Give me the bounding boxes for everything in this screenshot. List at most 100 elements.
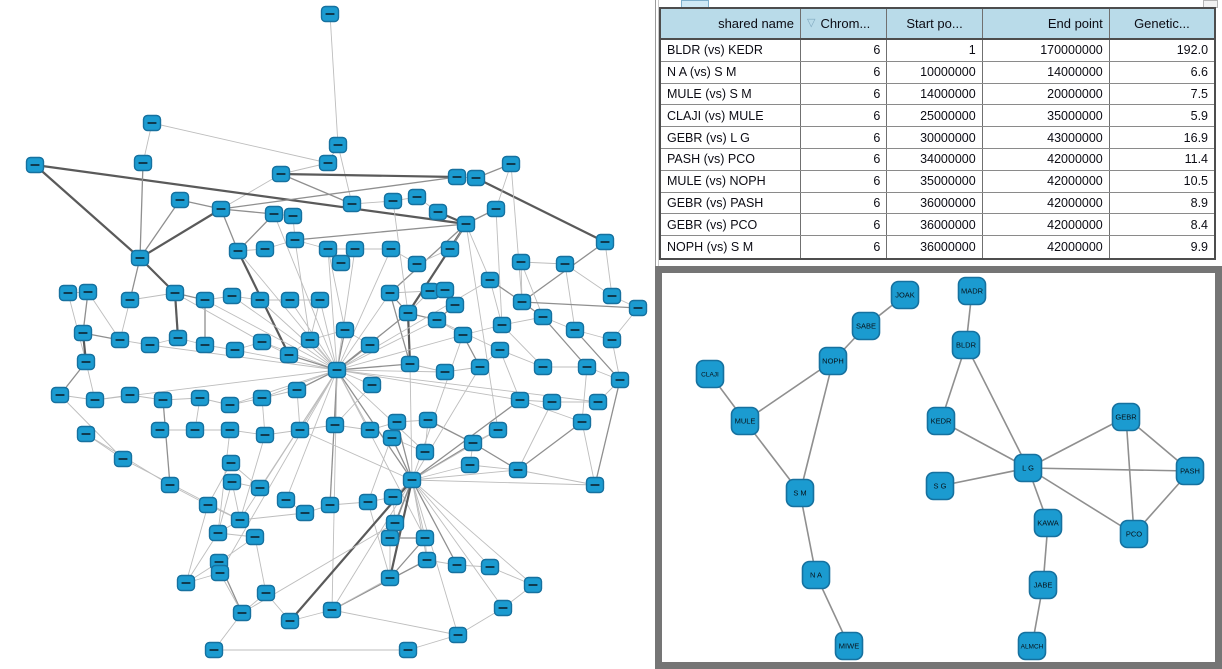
graph-node[interactable] [360, 421, 380, 439]
graph-node[interactable] [276, 491, 296, 509]
graph-node[interactable] [453, 326, 473, 344]
graph-node-claji[interactable]: CLAJI [695, 359, 725, 389]
graph-node[interactable] [493, 599, 513, 617]
graph-node[interactable] [195, 291, 215, 309]
graph-node[interactable] [542, 393, 562, 411]
graph-node-almch[interactable]: ALMCH [1017, 631, 1047, 661]
graph-node[interactable] [271, 165, 291, 183]
graph-node[interactable] [280, 612, 300, 630]
graph-node[interactable] [512, 293, 532, 311]
graph-node[interactable] [602, 287, 622, 305]
graph-node[interactable] [463, 434, 483, 452]
graph-node[interactable] [435, 281, 455, 299]
table-row[interactable]: GEBR (vs) PASH 6 36000000 42000000 8.9 [661, 192, 1214, 215]
graph-node[interactable] [221, 454, 241, 472]
graph-node[interactable] [220, 396, 240, 414]
graph-node[interactable] [153, 391, 173, 409]
graph-node[interactable] [488, 421, 508, 439]
graph-node[interactable] [328, 136, 348, 154]
graph-node[interactable] [470, 358, 490, 376]
graph-node[interactable] [360, 336, 380, 354]
graph-node-gebr[interactable]: GEBR [1111, 402, 1141, 432]
graph-node-kawa[interactable]: KAWA [1033, 508, 1063, 538]
graph-node[interactable] [602, 331, 622, 349]
table-row[interactable]: MULE (vs) NOPH 6 35000000 42000000 10.5 [661, 170, 1214, 193]
graph-node[interactable] [165, 284, 185, 302]
graph-node[interactable] [588, 393, 608, 411]
graph-node[interactable] [480, 558, 500, 576]
table-row[interactable]: MULE (vs) S M 6 14000000 20000000 7.5 [661, 83, 1214, 106]
graph-node[interactable] [160, 476, 180, 494]
detail-network-canvas[interactable]: JOAK MADR SABE NOPH BLDR CLAJI MULE KEDR GEBR L G… [662, 273, 1215, 662]
graph-node[interactable] [76, 353, 96, 371]
graph-node[interactable] [327, 361, 347, 379]
column-header-genetic-[interactable]: Genetic... [1110, 9, 1214, 38]
graph-node[interactable] [73, 324, 93, 342]
graph-node[interactable] [440, 240, 460, 258]
graph-node-joak[interactable]: JOAK [890, 280, 920, 310]
graph-node[interactable] [222, 287, 242, 305]
graph-node[interactable] [133, 154, 153, 172]
filter-icon[interactable]: ▽ [806, 17, 816, 29]
graph-node-mule[interactable]: MULE [730, 406, 760, 436]
graph-node[interactable] [407, 188, 427, 206]
graph-node[interactable] [510, 391, 530, 409]
graph-node[interactable] [486, 200, 506, 218]
column-header-start-po-[interactable]: Start po... [887, 9, 983, 38]
graph-node[interactable] [232, 604, 252, 622]
graph-node[interactable] [322, 601, 342, 619]
graph-node[interactable] [211, 200, 231, 218]
graph-node[interactable] [448, 626, 468, 644]
graph-node[interactable] [466, 169, 486, 187]
graph-node[interactable] [523, 576, 543, 594]
graph-node[interactable] [320, 5, 340, 23]
graph-node[interactable] [198, 496, 218, 514]
graph-node[interactable] [195, 336, 215, 354]
graph-node-jabe[interactable]: JABE [1028, 570, 1058, 600]
graph-node[interactable] [208, 524, 228, 542]
graph-node[interactable] [398, 641, 418, 659]
graph-node[interactable] [460, 456, 480, 474]
graph-node[interactable] [50, 386, 70, 404]
graph-node[interactable] [383, 488, 403, 506]
graph-node[interactable] [252, 389, 272, 407]
graph-node-madr[interactable]: MADR [957, 276, 987, 306]
graph-node[interactable] [318, 240, 338, 258]
graph-node[interactable] [402, 471, 422, 489]
graph-node[interactable] [362, 376, 382, 394]
table-row[interactable]: BLDR (vs) KEDR 6 1 170000000 192.0 [661, 40, 1214, 62]
graph-node[interactable] [415, 443, 435, 461]
overview-network-canvas[interactable] [0, 0, 655, 669]
graph-node[interactable] [120, 291, 140, 309]
graph-node[interactable] [120, 386, 140, 404]
graph-node[interactable] [381, 240, 401, 258]
graph-node[interactable] [318, 154, 338, 172]
graph-node[interactable] [295, 504, 315, 522]
graph-node[interactable] [447, 168, 467, 186]
graph-node[interactable] [85, 391, 105, 409]
graph-node[interactable] [565, 321, 585, 339]
graph-node[interactable] [168, 329, 188, 347]
graph-node[interactable] [142, 114, 162, 132]
graph-node[interactable] [325, 416, 345, 434]
table-row[interactable]: N A (vs) S M 6 10000000 14000000 6.6 [661, 61, 1214, 84]
graph-node[interactable] [490, 341, 510, 359]
graph-node[interactable] [110, 331, 130, 349]
graph-node[interactable] [383, 192, 403, 210]
graph-node[interactable] [492, 316, 512, 334]
graph-node[interactable] [385, 514, 405, 532]
table-row[interactable]: GEBR (vs) PCO 6 36000000 42000000 8.4 [661, 214, 1214, 237]
graph-node-miwe[interactable]: MIWE [834, 631, 864, 661]
graph-node-n-a[interactable]: N A [801, 560, 831, 590]
graph-node[interactable] [300, 331, 320, 349]
graph-node[interactable] [415, 529, 435, 547]
graph-node[interactable] [420, 282, 440, 300]
graph-node[interactable] [398, 304, 418, 322]
graph-node[interactable] [447, 556, 467, 574]
table-row[interactable]: PASH (vs) PCO 6 34000000 42000000 11.4 [661, 148, 1214, 171]
graph-node-pash[interactable]: PASH [1175, 456, 1205, 486]
graph-node[interactable] [222, 473, 242, 491]
graph-node[interactable] [382, 429, 402, 447]
column-header-end-point[interactable]: End point [983, 9, 1110, 38]
table-tab-stub[interactable] [681, 0, 709, 7]
